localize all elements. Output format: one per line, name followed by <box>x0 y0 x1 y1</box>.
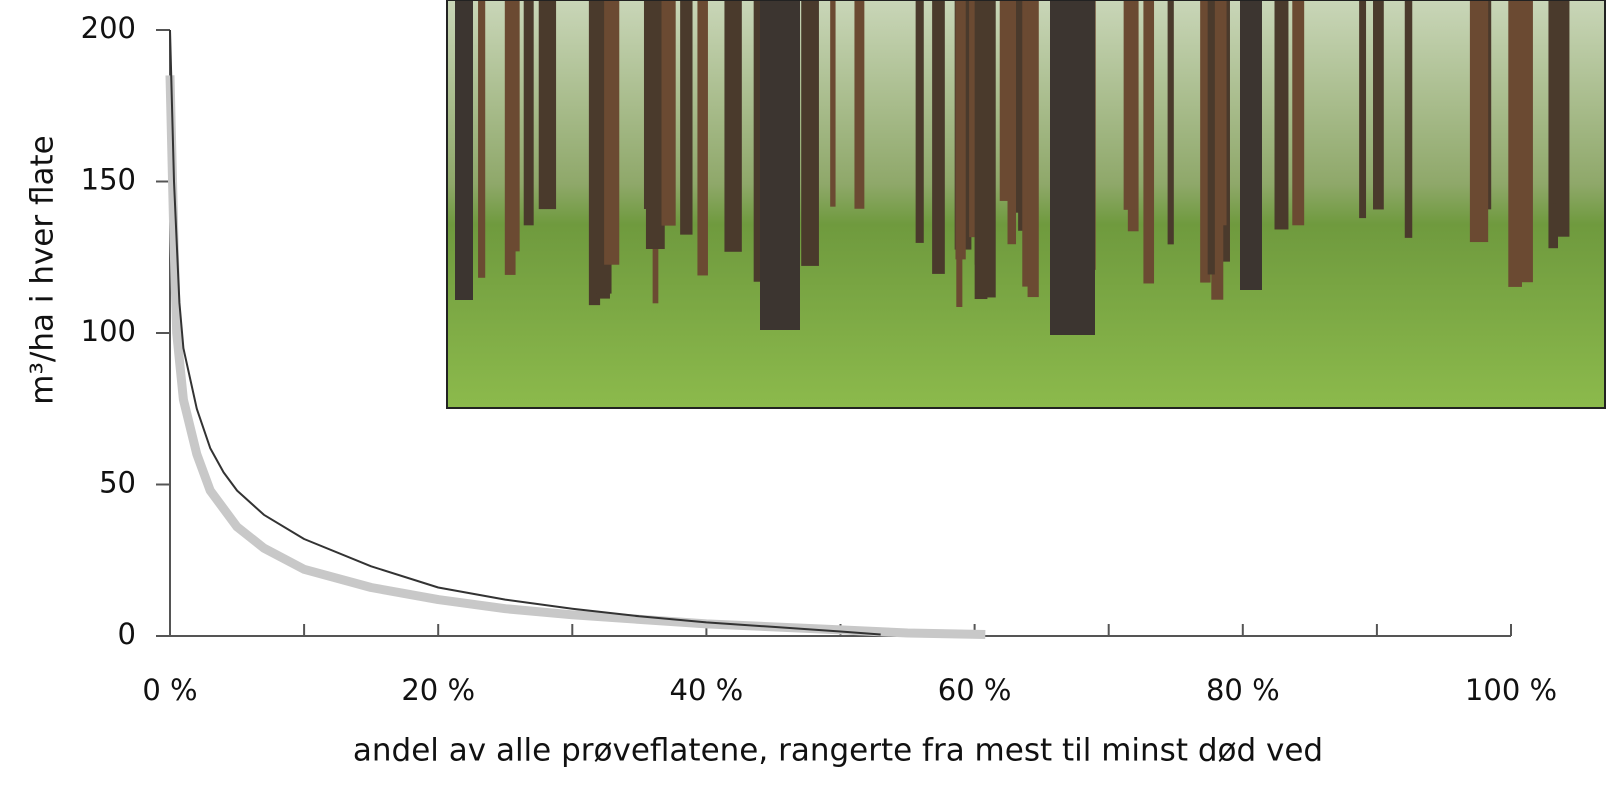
forest-photo <box>447 0 1606 408</box>
tree-trunk <box>1508 0 1522 287</box>
tree-trunk <box>830 0 836 207</box>
tree-trunk <box>645 0 665 250</box>
tree-trunk <box>999 0 1011 201</box>
x-tick-label: 80 % <box>1206 673 1280 707</box>
y-axis-label: m³/ha i hver flate <box>25 135 61 404</box>
tree-trunk <box>854 0 865 209</box>
tree-trunk <box>523 0 534 226</box>
y-tick-label: 100 <box>81 314 136 348</box>
tree-trunk <box>1027 0 1039 298</box>
tree-trunk <box>1555 0 1570 237</box>
tree-trunk <box>1018 0 1024 231</box>
tree-trunk <box>661 0 676 226</box>
tree-trunk <box>1469 0 1489 243</box>
tree-trunk <box>915 0 924 243</box>
tree-trunk <box>1274 0 1289 230</box>
photo-frame <box>446 0 1606 409</box>
tree-trunk <box>643 0 650 209</box>
tree-trunk <box>724 0 742 252</box>
y-tick-label: 150 <box>81 163 136 197</box>
tree-trunk <box>1167 0 1174 245</box>
tree-trunk <box>509 0 520 252</box>
y-tick-label: 200 <box>81 11 136 45</box>
tree-trunk <box>538 0 557 210</box>
tree-trunk <box>1200 0 1211 283</box>
tree-trunk <box>974 0 988 300</box>
tree-trunk <box>1143 0 1155 284</box>
tree-trunk <box>1548 0 1559 249</box>
tree-trunk <box>1359 0 1367 219</box>
tree-trunk <box>478 0 486 278</box>
tree-trunk <box>1240 0 1262 290</box>
y-tick-label: 50 <box>99 466 136 500</box>
x-tick-label: 0 % <box>142 673 197 707</box>
x-tick-label: 100 % <box>1465 673 1557 707</box>
tree-trunk <box>1292 0 1305 226</box>
tree-trunk <box>956 0 963 308</box>
x-tick-label: 60 % <box>938 673 1012 707</box>
tree-trunk <box>932 0 945 274</box>
tree-trunk <box>1007 0 1017 245</box>
x-tick-label: 20 % <box>401 673 475 707</box>
tree-trunk <box>604 0 620 265</box>
y-tick-label: 0 <box>118 617 136 651</box>
tree-trunk <box>1207 0 1215 275</box>
tree-trunk <box>1404 0 1413 238</box>
tree-trunk <box>1123 0 1135 210</box>
tree-trunk <box>1211 0 1224 300</box>
tree-trunk <box>760 0 800 330</box>
tree-trunk <box>801 0 819 266</box>
tree-trunk <box>1050 0 1095 335</box>
tree-trunk <box>680 0 693 235</box>
tree-trunk <box>455 0 473 300</box>
x-tick-label: 40 % <box>670 673 744 707</box>
data-line <box>169 29 881 636</box>
tree-trunk <box>1373 0 1384 210</box>
tree-trunk <box>697 0 708 276</box>
x-axis-label: andel av alle prøveflatene, rangerte fra… <box>353 733 1323 769</box>
